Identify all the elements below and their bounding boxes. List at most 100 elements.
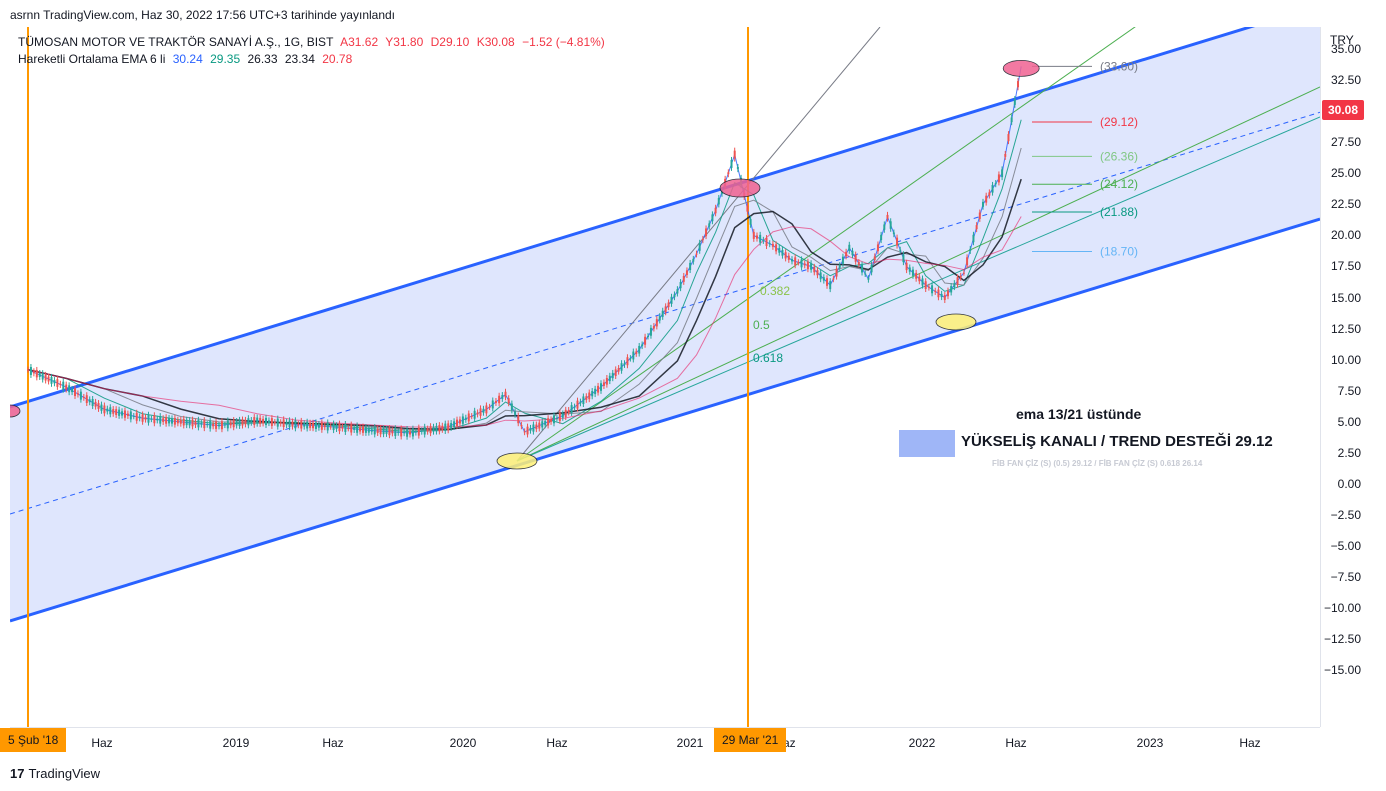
candle-body <box>353 427 356 430</box>
candle-body <box>323 425 326 428</box>
candle-body <box>206 424 209 426</box>
candle-body <box>173 417 176 425</box>
candle-body <box>552 415 555 424</box>
candle-body <box>647 336 650 338</box>
candle-body <box>314 422 317 429</box>
candle-body <box>736 166 739 170</box>
time-tick-label: 2022 <box>908 736 936 750</box>
candle-body <box>591 391 594 397</box>
candle-body <box>141 414 144 422</box>
candle-body <box>303 423 306 427</box>
price-tick-label: −2.50 <box>1330 508 1361 523</box>
candle-body <box>364 427 367 433</box>
candle-body <box>727 172 730 175</box>
candle-body <box>641 344 644 347</box>
trend-channel <box>10 27 1320 623</box>
candle-body <box>438 425 441 432</box>
fan-line <box>516 116 1320 462</box>
candle-body <box>188 420 191 426</box>
candle-body <box>447 423 450 431</box>
candle-body <box>950 286 953 293</box>
candle-body <box>215 421 218 429</box>
candle-body <box>695 253 698 255</box>
candle-body <box>921 278 924 286</box>
candle-body <box>682 275 685 282</box>
candle-body <box>826 278 829 286</box>
candle-body <box>886 214 889 219</box>
ema-value: 23.34 <box>284 52 315 66</box>
candle-body <box>406 428 409 437</box>
candle-body <box>959 275 962 278</box>
candle-body <box>132 415 135 417</box>
time-axis[interactable]: Haz2019Haz2020Haz2021Haz2022Haz2023Haz5 … <box>0 727 1320 756</box>
candle-body <box>159 416 162 424</box>
candle-body <box>617 368 620 372</box>
candle-body <box>819 272 822 280</box>
candle-body <box>832 278 835 280</box>
pivot-ellipse <box>935 313 977 331</box>
candle-body <box>927 286 930 288</box>
date-marker-lines <box>27 27 749 727</box>
time-tick-label: 2023 <box>1136 736 1164 750</box>
candle-body <box>538 422 541 429</box>
time-tick-label: Haz <box>546 736 568 750</box>
candle-body <box>608 375 611 382</box>
channel-swatch <box>899 430 955 457</box>
candle-body <box>988 192 991 196</box>
candle-body <box>762 239 765 241</box>
candle-body <box>397 431 400 433</box>
candle-body <box>701 238 704 241</box>
candle-body <box>594 388 597 395</box>
candle-body <box>91 399 94 407</box>
candle-body <box>276 418 279 427</box>
candle-body <box>1017 81 1020 88</box>
candle-body <box>209 420 212 429</box>
candle-body <box>262 418 265 424</box>
candle-body <box>182 418 185 426</box>
candle-body <box>982 201 984 207</box>
candle-body <box>550 419 553 422</box>
fan-line <box>516 27 881 462</box>
candle-body <box>588 392 591 400</box>
candle-body <box>71 388 74 393</box>
candle-body <box>759 234 762 243</box>
candle-body <box>991 184 994 193</box>
candle-body <box>441 425 444 430</box>
price-chart-plot[interactable]: 0.382 0.5 0.618 (33.60) (29.12) (26.36) (24.1… <box>10 27 1320 727</box>
price-axis[interactable]: 35.0032.5030.0027.5025.0022.5020.0017.50… <box>1320 27 1386 727</box>
candle-body <box>129 411 132 420</box>
candle-body <box>488 406 491 408</box>
symbol-name: TÜMOSAN MOTOR VE TRAKTÖR SANAYİ A.Ş., 1G… <box>18 35 334 49</box>
fib-levels: (33.60) (29.12) (26.36) (24.12) (21.88) (18.7… <box>1032 59 1138 259</box>
fib-fan-note: FİB FAN ÇİZ (S) (0.5) 29.12 / FİB FAN Çİ… <box>992 459 1203 468</box>
candle-body <box>535 424 538 430</box>
candle-body <box>969 248 972 251</box>
candle-body <box>103 405 106 414</box>
candle-body <box>282 419 285 428</box>
candle-body <box>614 369 617 377</box>
candle-body <box>244 419 247 425</box>
candle-body <box>288 420 291 428</box>
candle-body <box>100 404 103 411</box>
candle-body <box>367 427 370 433</box>
candle-body <box>822 277 825 281</box>
candle-body <box>561 413 564 418</box>
candle-body <box>931 285 934 294</box>
channel-fill <box>10 27 1320 621</box>
candle-body <box>121 411 124 416</box>
time-tick-label: 2021 <box>676 736 704 750</box>
candle-body <box>256 417 259 424</box>
candle-body <box>53 380 56 384</box>
candle-body <box>851 250 854 256</box>
candle-body <box>775 244 778 252</box>
ohlc-low: D29.10 <box>430 35 470 49</box>
candle-body <box>867 278 870 280</box>
candle-body <box>297 423 300 426</box>
candle-body <box>620 363 623 371</box>
candle-body <box>711 214 714 222</box>
candle-body <box>88 399 91 403</box>
candle-body <box>883 224 886 230</box>
candle-body <box>385 429 388 434</box>
candle-body <box>670 296 673 304</box>
candle-body <box>417 427 420 436</box>
